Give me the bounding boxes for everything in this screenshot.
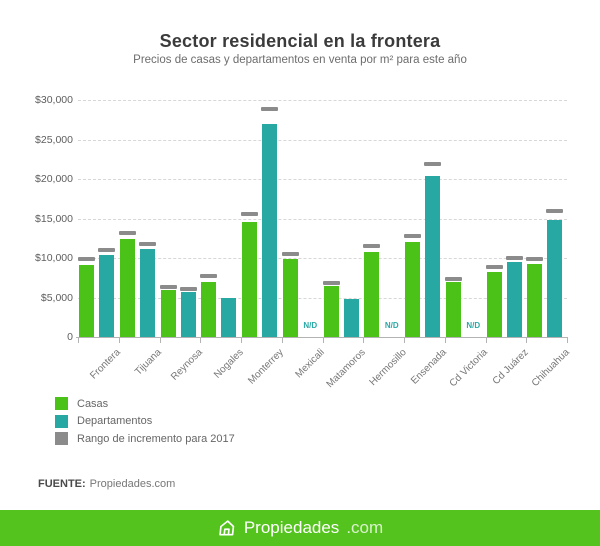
x-axis-tick bbox=[526, 338, 528, 343]
x-axis-tick bbox=[78, 338, 79, 343]
bar-casas-cd-ju-rez bbox=[486, 272, 502, 337]
x-axis-label-ensenada: Ensenada bbox=[409, 347, 450, 387]
bar-departamentos-nogales bbox=[221, 297, 237, 337]
x-axis-label-hermosillo: Hermosillo bbox=[367, 347, 409, 389]
bar-departamentos-monterrey bbox=[262, 123, 277, 337]
page-title: Sector residencial en la frontera bbox=[159, 31, 441, 51]
increment-marker-casas-cd-victoria bbox=[444, 276, 462, 281]
increment-marker-casas-tijuana bbox=[118, 230, 136, 235]
y-axis-label-15000: $15,000 bbox=[35, 212, 73, 225]
bar-casas-frontera bbox=[79, 265, 94, 337]
bar-casas-tijuana bbox=[119, 239, 135, 337]
gridline-5000 bbox=[78, 297, 567, 299]
brand-name: Propiedades bbox=[243, 518, 340, 537]
nd-label-departamentos-mexicali: N/D bbox=[303, 321, 318, 330]
x-axis-label-cd-victoria: Cd Victoria bbox=[447, 347, 491, 390]
legend-swatch-departamentos bbox=[55, 414, 68, 428]
bar-casas-mexicali bbox=[282, 258, 298, 337]
chart-legend: Casas Departamentos Rango de incremento … bbox=[55, 397, 235, 445]
x-axis-label-cd-ju-rez: Cd Juárez bbox=[490, 347, 531, 388]
bar-departamentos-tijuana bbox=[139, 249, 155, 337]
increment-marker-casas-chihuahua bbox=[526, 256, 544, 261]
legend-swatch-casas bbox=[55, 397, 68, 410]
source-value: Propiedades.com bbox=[89, 478, 176, 490]
legend-item-departamentos: Departamentos bbox=[55, 414, 235, 428]
x-axis-tick bbox=[241, 338, 242, 343]
bar-casas-matamoros bbox=[323, 286, 339, 337]
bar-departamentos-chihuahua bbox=[547, 220, 563, 337]
increment-marker-departamentos-monterrey bbox=[261, 106, 278, 111]
bar-casas-hermosillo bbox=[364, 251, 380, 337]
increment-marker-departamentos-cd-ju-rez bbox=[505, 256, 523, 260]
increment-marker-casas-frontera bbox=[78, 256, 95, 261]
gridline-15000 bbox=[78, 218, 567, 220]
page-subtitle: Precios de casas y departamentos en vent… bbox=[133, 54, 467, 66]
legend-label-rango-incremento: Rango de incremento para 2017 bbox=[77, 432, 235, 445]
gridline-10000 bbox=[78, 258, 567, 259]
house-icon bbox=[219, 520, 235, 536]
increment-marker-departamentos-ensenada bbox=[424, 161, 441, 166]
increment-marker-departamentos-reynosa bbox=[179, 286, 197, 291]
increment-marker-casas-monterrey bbox=[241, 211, 258, 216]
gridline-25000 bbox=[78, 139, 567, 141]
nd-label-departamentos-cd-victoria: N/D bbox=[466, 321, 481, 330]
nd-label-departamentos-hermosillo: N/D bbox=[384, 321, 399, 330]
bar-casas-reynosa bbox=[160, 290, 176, 337]
bar-casas-cd-victoria bbox=[445, 282, 461, 337]
increment-marker-departamentos-tijuana bbox=[138, 241, 156, 246]
increment-marker-casas-ensenada bbox=[404, 233, 421, 238]
y-axis-label-30000: $30,000 bbox=[35, 94, 73, 106]
increment-marker-casas-nogales bbox=[200, 274, 218, 279]
bar-departamentos-reynosa bbox=[180, 291, 196, 337]
x-axis-tick bbox=[281, 338, 283, 343]
x-axis-label-chihuahua: Chihuahua bbox=[529, 347, 572, 389]
bar-casas-monterrey bbox=[242, 222, 257, 337]
x-axis-tick bbox=[404, 338, 405, 343]
source-note: FUENTE: Propiedades.com bbox=[38, 478, 175, 490]
x-axis-tick bbox=[444, 338, 446, 343]
increment-marker-casas-hermosillo bbox=[363, 244, 381, 249]
x-axis-label-matamoros: Matamoros bbox=[324, 347, 368, 391]
bar-casas-nogales bbox=[201, 281, 217, 337]
y-axis-label-20000: $20,000 bbox=[35, 173, 73, 185]
gridline-30000 bbox=[78, 100, 567, 101]
y-axis-label-5000: $5,000 bbox=[40, 291, 73, 304]
increment-marker-departamentos-frontera bbox=[98, 248, 115, 253]
x-axis-tick bbox=[485, 338, 487, 343]
x-axis-tick bbox=[322, 338, 324, 343]
bar-departamentos-ensenada bbox=[425, 175, 440, 337]
increment-marker-casas-reynosa bbox=[159, 285, 177, 290]
y-axis-label-25000: $25,000 bbox=[35, 133, 73, 146]
legend-item-rango-incremento: Rango de incremento para 2017 bbox=[55, 432, 235, 445]
increment-marker-casas-matamoros bbox=[322, 281, 340, 286]
bar-departamentos-cd-ju-rez bbox=[506, 261, 522, 337]
bar-casas-ensenada bbox=[405, 242, 420, 337]
x-axis-tick bbox=[118, 338, 120, 343]
x-axis-tick bbox=[159, 338, 161, 343]
brand-tld: .com bbox=[346, 518, 384, 537]
increment-marker-casas-mexicali bbox=[281, 252, 299, 257]
increment-marker-departamentos-chihuahua bbox=[546, 208, 564, 213]
x-axis-line bbox=[76, 337, 568, 338]
footer-brand-bar: Propiedades .com bbox=[0, 510, 600, 546]
bar-departamentos-matamoros bbox=[343, 299, 359, 337]
increment-marker-casas-cd-ju-rez bbox=[485, 265, 503, 270]
y-axis-label-10000: $10,000 bbox=[35, 252, 73, 264]
legend-swatch-rango-incremento bbox=[55, 432, 68, 445]
bar-casas-chihuahua bbox=[527, 264, 543, 337]
source-label: FUENTE: bbox=[38, 478, 86, 490]
legend-label-casas: Casas bbox=[77, 397, 109, 410]
legend-item-casas: Casas bbox=[55, 397, 235, 410]
brand-logo: Propiedades .com bbox=[217, 518, 383, 538]
x-axis-tick bbox=[567, 338, 568, 343]
bar-departamentos-frontera bbox=[99, 254, 114, 337]
y-axis-label-0: 0 bbox=[67, 331, 73, 343]
legend-label-departamentos: Departamentos bbox=[77, 415, 153, 427]
gridline-20000 bbox=[78, 179, 567, 180]
x-axis-label-mexicali: Mexicali bbox=[293, 347, 328, 381]
x-axis-tick bbox=[200, 338, 202, 343]
x-axis-tick bbox=[363, 338, 365, 343]
